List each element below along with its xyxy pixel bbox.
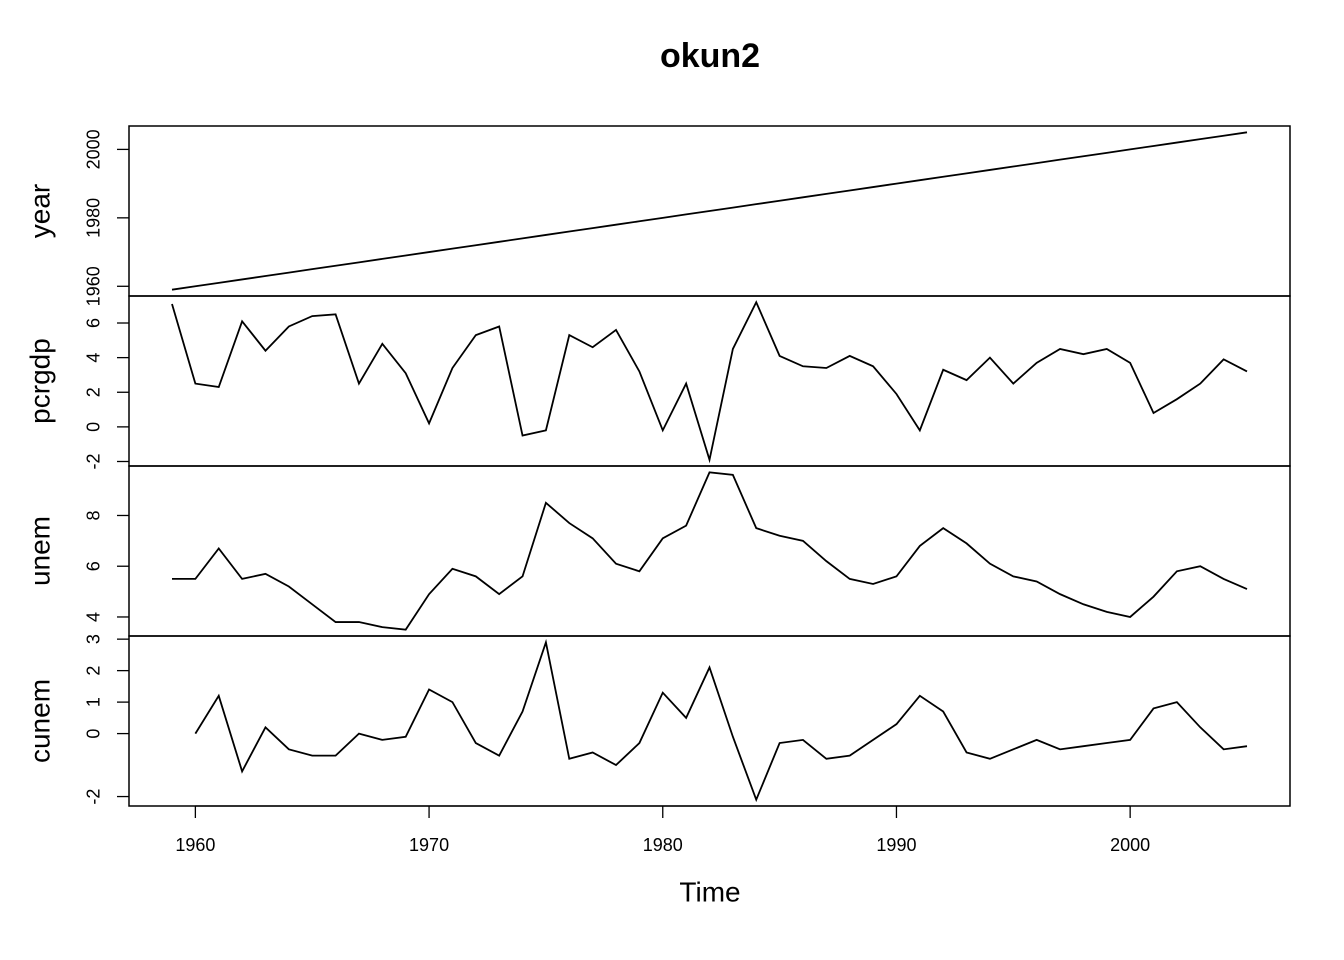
x-tick-label: 1990 <box>876 835 916 855</box>
x-tick-label: 1980 <box>643 835 683 855</box>
y-axis-label: cunem <box>24 679 55 763</box>
y-axis-label: year <box>24 184 55 238</box>
x-tick-label: 1960 <box>175 835 215 855</box>
y-tick-label: 0 <box>84 422 104 432</box>
series-line <box>171 131 1248 291</box>
series-line <box>172 471 1248 631</box>
y-tick-label: 1960 <box>84 266 104 306</box>
y-tick-label: 2 <box>84 666 104 676</box>
panel-frame <box>128 635 1291 807</box>
y-axis-label: unem <box>24 516 55 586</box>
y-tick-label: 0 <box>84 729 104 739</box>
y-tick-label: 1980 <box>84 198 104 238</box>
y-tick-label: 1 <box>84 697 104 707</box>
y-axis-label: pcrgdp <box>24 338 55 424</box>
y-tick-label: -2 <box>84 789 104 805</box>
y-tick-label: 3 <box>84 634 104 644</box>
y-tick-label: 4 <box>84 353 104 363</box>
y-tick-label: 6 <box>84 561 104 571</box>
x-axis-label: Time <box>679 876 740 907</box>
y-tick-label: 2 <box>84 387 104 397</box>
y-tick-label: 6 <box>84 318 104 328</box>
series-line <box>194 638 1248 803</box>
x-tick-label: 2000 <box>1110 835 1150 855</box>
x-tick-label: 1970 <box>409 835 449 855</box>
y-tick-label: -2 <box>84 453 104 469</box>
chart-title: okun2 <box>660 37 760 75</box>
y-tick-label: 2000 <box>84 129 104 169</box>
y-tick-label: 8 <box>84 510 104 520</box>
series-line <box>171 300 1248 464</box>
y-tick-label: 4 <box>84 612 104 622</box>
